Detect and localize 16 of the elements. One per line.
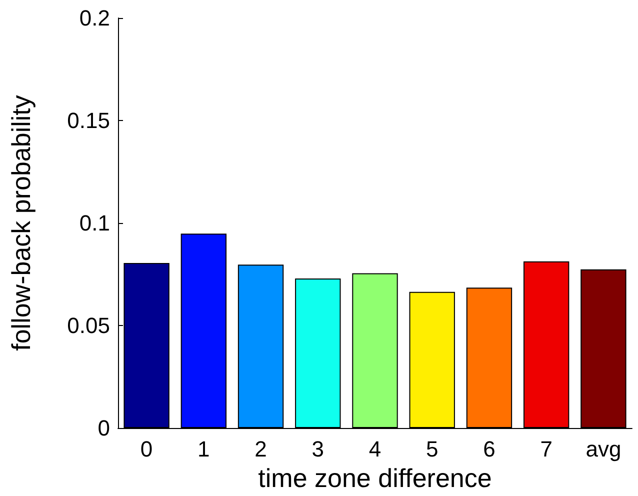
x-axis-title: time zone difference <box>258 462 492 493</box>
y-tick-label: 0.05 <box>67 313 110 338</box>
y-tick-label: 0 <box>98 416 110 440</box>
x-tick-label: 3 <box>312 436 324 462</box>
y-tick-label: 0.1 <box>79 210 110 236</box>
x-tick-label: 4 <box>368 436 382 462</box>
x-tick-label: 6 <box>483 436 496 462</box>
y-tick-label: 0.2 <box>79 6 110 30</box>
x-tick-label: 5 <box>426 436 438 462</box>
y-axis-title: follow-back probability <box>6 95 36 351</box>
x-tick-label: 1 <box>198 436 210 462</box>
x-tick-label: 0 <box>140 436 153 462</box>
x-tick-label: 7 <box>540 436 552 462</box>
x-tick-label: 2 <box>254 436 267 462</box>
x-tick-label: avg <box>586 436 622 462</box>
y-tick-label: 0.15 <box>67 108 110 133</box>
